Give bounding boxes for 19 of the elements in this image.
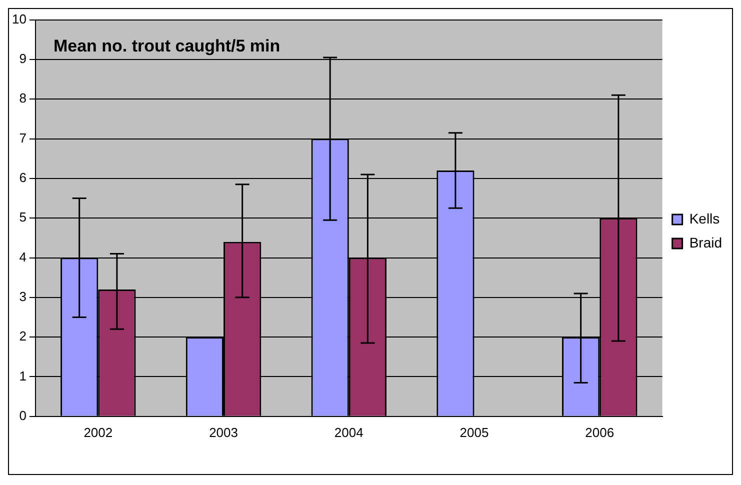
y-tick-label: 9 — [19, 51, 26, 66]
legend-label: Kells — [689, 210, 720, 226]
text: Mean no. trout caught/5 min — [53, 36, 280, 56]
x-tick-label: 2006 — [585, 424, 614, 440]
y-tick-label: 1 — [19, 368, 26, 384]
y-tick-label: 8 — [19, 90, 26, 106]
y-tick-label: 7 — [19, 130, 26, 146]
x-tick-label: 2003 — [209, 424, 238, 440]
y-tick-label: 5 — [19, 210, 26, 225]
y-tick-label: 6 — [19, 170, 26, 186]
x-tick-label: 2002 — [84, 424, 113, 440]
y-tick-label: 0 — [19, 408, 26, 423]
y-tick-label: 2 — [19, 328, 26, 344]
y-tick-label: 3 — [19, 289, 26, 304]
x-tick-label: 2005 — [460, 424, 489, 440]
y-tick-label: 10 — [12, 11, 26, 26]
legend-label: Braid — [689, 234, 722, 250]
y-tick-label: 4 — [19, 249, 26, 264]
x-tick-label: 2004 — [334, 424, 364, 440]
